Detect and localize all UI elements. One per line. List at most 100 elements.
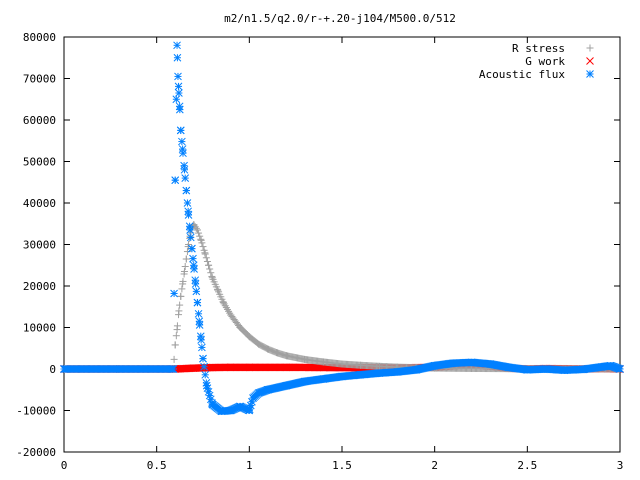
x-tick-label: 1 [246, 459, 253, 472]
x-tick-label: 2.5 [517, 459, 537, 472]
data-point [486, 360, 495, 368]
data-point [206, 265, 214, 273]
chart-title: m2/n1.5/q2.0/r-+.20-j104/M500.0/512 [224, 12, 456, 25]
data-point [181, 262, 189, 270]
y-tick-label: -20000 [16, 446, 56, 459]
data-point [173, 41, 181, 50]
data-point [201, 370, 210, 379]
x-axis: 0 0.5 1 1.5 2 2.5 3 [61, 37, 624, 472]
data-point [178, 145, 187, 153]
y-tick-label: 20000 [23, 280, 56, 293]
data-point [115, 365, 124, 373]
data-point [173, 53, 182, 62]
data-point [181, 174, 190, 182]
data-point [197, 336, 206, 344]
data-point [186, 233, 195, 242]
data-point [176, 301, 184, 309]
data-point [199, 354, 207, 363]
x-tick-label: 3 [617, 459, 624, 472]
data-point [282, 352, 290, 360]
y-tick-label: 0 [49, 363, 56, 376]
data-point [193, 226, 201, 234]
data-point [175, 307, 183, 315]
data-point [202, 254, 210, 262]
data-point [208, 274, 216, 282]
data-point [173, 326, 181, 334]
legend-marker [586, 70, 594, 78]
data-point [182, 255, 190, 263]
data-point [191, 280, 200, 288]
x-tick-label: 1.5 [332, 459, 352, 472]
data-point [542, 365, 550, 373]
data-point [606, 361, 615, 370]
data-point [214, 286, 222, 294]
data-point [301, 355, 309, 363]
data-point [338, 372, 346, 381]
data-point [177, 292, 185, 300]
data-point [504, 363, 513, 372]
data-point [227, 311, 235, 319]
data-point [217, 407, 226, 416]
data-point [579, 365, 587, 374]
data-point [236, 402, 244, 411]
x-tick-label: 2 [431, 459, 438, 472]
legend-marker [586, 44, 594, 52]
data-point [192, 287, 201, 296]
data-point [203, 258, 211, 266]
data-point [430, 361, 439, 370]
data-point [200, 362, 208, 371]
data-point [273, 349, 281, 357]
data-point [189, 261, 198, 270]
data-point [597, 363, 606, 371]
data-point [60, 365, 68, 373]
series-r-stress [60, 221, 624, 373]
y-axis: -20000 -10000 0 10000 20000 30000 40000 50000 60… [16, 31, 620, 459]
data-point [219, 299, 227, 307]
data-point [616, 365, 624, 373]
data-point [197, 236, 205, 244]
x-tick-label: 0 [61, 459, 68, 472]
data-point [338, 360, 346, 368]
y-tick-label: -10000 [16, 405, 56, 418]
data-point [199, 243, 207, 251]
data-point [523, 365, 532, 374]
data-point [245, 406, 254, 415]
data-point [170, 355, 178, 363]
data-point [179, 280, 187, 288]
data-point [467, 358, 476, 367]
data-point [356, 370, 365, 379]
data-point [176, 126, 185, 135]
data-point [201, 249, 209, 257]
data-point [170, 289, 178, 298]
data-point [282, 363, 291, 372]
data-point [319, 358, 327, 366]
data-point [205, 261, 213, 269]
data-point [393, 368, 402, 376]
data-point [195, 317, 204, 326]
data-point [254, 389, 263, 397]
data-point [412, 365, 420, 374]
data-point [245, 333, 253, 341]
data-point [172, 95, 181, 104]
data-point [172, 332, 180, 340]
data-point [449, 359, 458, 368]
data-point [226, 406, 235, 415]
data-point [193, 298, 202, 307]
data-point [171, 176, 180, 185]
y-tick-label: 70000 [23, 73, 56, 86]
data-point [208, 400, 217, 409]
data-point [174, 72, 182, 81]
data-point [198, 343, 206, 352]
data-point [183, 248, 191, 256]
data-point [208, 363, 217, 372]
data-point [189, 254, 197, 263]
data-point [282, 381, 291, 390]
data-point [169, 365, 178, 373]
legend-label: Acoustic flux [479, 68, 565, 81]
data-point [171, 341, 179, 349]
data-point [182, 186, 191, 195]
y-tick-label: 10000 [23, 322, 56, 335]
data-point [255, 340, 263, 348]
